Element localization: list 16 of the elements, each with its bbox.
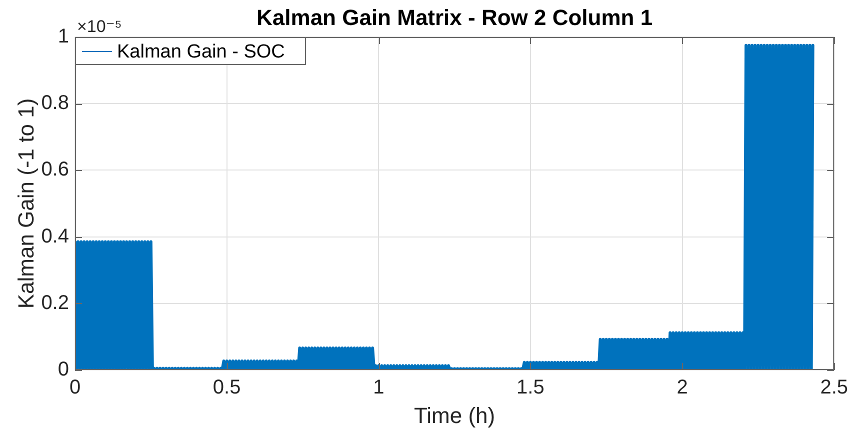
y-tick-label: 0 [58,358,69,381]
x-tick-label: 1 [373,376,384,399]
x-tick-label: 2.5 [820,376,848,399]
x-tick-label: 2 [676,376,688,399]
y-axis-title: Kalman Gain (-1 to 1) [13,98,38,309]
chart-title: Kalman Gain Matrix - Row 2 Column 1 [256,5,653,30]
y-tick-label: 1 [58,26,69,48]
x-tick-label: 1.5 [516,376,544,399]
x-axis-title: Time (h) [414,402,496,428]
x-tick-label: 0.5 [212,376,241,399]
y-tick-label: 0.2 [41,292,69,314]
y-tick-label: 0.8 [41,92,69,114]
y-tick-label: 0.4 [41,225,69,248]
y-tick-label: 0.6 [41,158,69,181]
text: ×10⁻⁵ [77,17,122,36]
legend-label: Kalman Gain - SOC [117,42,285,63]
